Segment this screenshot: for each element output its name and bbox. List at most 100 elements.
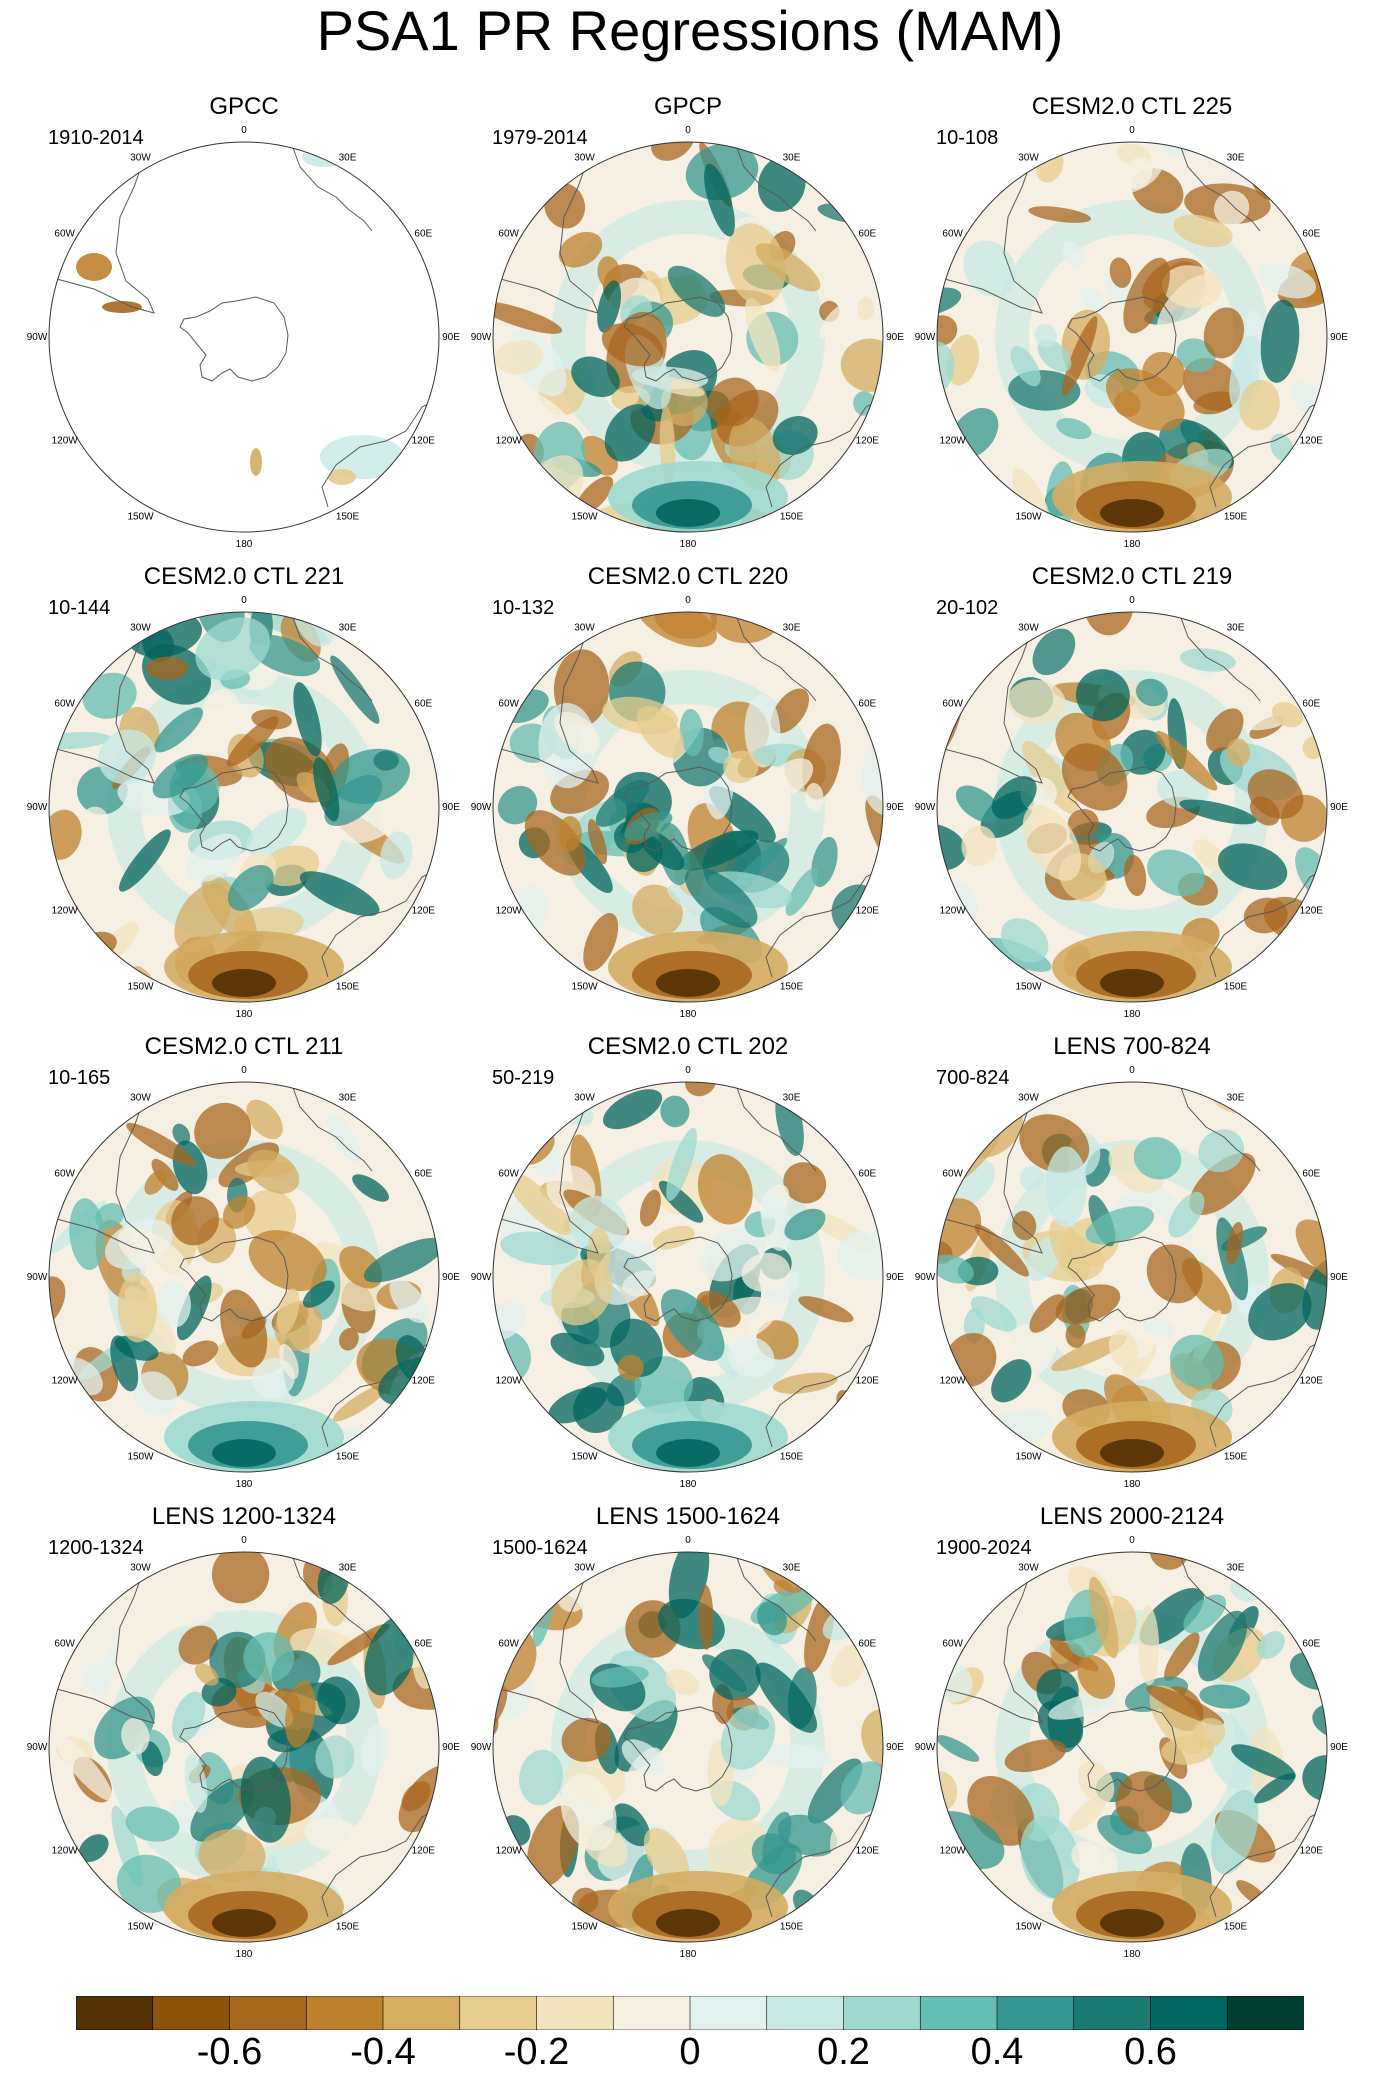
colorbar-swatch <box>843 1996 922 2030</box>
colorbar-swatch <box>536 1996 615 2030</box>
longitude-label: 90E <box>886 332 904 343</box>
map-panel: 0 30E 60E 90E 120E 150E 180 150W 120W 90W 60W 30W LE… <box>14 1502 474 1972</box>
longitude-label: 120E <box>1300 1376 1324 1387</box>
panel-period: 20-102 <box>936 597 999 619</box>
south-america-coastline <box>49 628 155 784</box>
precip-field <box>937 1082 1327 1472</box>
longitude-label: 120E <box>412 906 436 917</box>
longitude-label: 150W <box>1015 1921 1042 1932</box>
longitude-label: 30W <box>130 1563 151 1574</box>
australia-coastline <box>765 1810 879 1918</box>
map-border <box>936 1081 1328 1473</box>
longitude-label: 90W <box>27 1272 48 1283</box>
longitude-label: 0 <box>241 1535 247 1546</box>
precip-field <box>49 1082 439 1472</box>
longitude-label: 90E <box>886 1272 904 1283</box>
colorbar-tick-label: 0.6 <box>1124 2031 1177 2073</box>
longitude-label: 90E <box>442 332 460 343</box>
longitude-label: 150W <box>571 1921 598 1932</box>
map-panel: 0 30E 60E 90E 120E 150E 180 150W 120W 90W 60W 30W CE… <box>902 562 1362 1032</box>
panel-period: 50-219 <box>492 1067 555 1089</box>
polar-map: 0 30E 60E 90E 120E 150E 180 150W 120W 90W 60W 30W <box>27 1065 461 1490</box>
longitude-label: 60W <box>498 1169 519 1180</box>
panel-title: GPCP <box>653 93 722 120</box>
longitude-label: 30E <box>783 1563 801 1574</box>
longitude-label: 90E <box>1330 1272 1348 1283</box>
colorbar-tick-label: 0.2 <box>817 2031 870 2073</box>
map-panel: 0 30E 60E 90E 120E 150E 180 150W 120W 90W 60W 30W CE… <box>14 562 474 1032</box>
longitude-label: 120W <box>52 436 79 447</box>
longitude-label: 120W <box>940 1376 967 1387</box>
longitude-label: 90E <box>442 1742 460 1753</box>
map-panel: 0 30E 60E 90E 120E 150E 180 150W 120W 90W 60W 30W GP… <box>458 92 918 562</box>
colorbar-swatch <box>1073 1996 1152 2030</box>
longitude-label: 90W <box>915 332 936 343</box>
longitude-label: 60W <box>498 699 519 710</box>
south-america-coastline <box>49 158 155 314</box>
longitude-label: 0 <box>1129 1535 1135 1546</box>
longitude-label: 60W <box>498 1639 519 1650</box>
longitude-label: 90W <box>27 1742 48 1753</box>
colorbar-swatch <box>612 1996 691 2030</box>
panel-title: LENS 1200-1324 <box>151 1503 337 1530</box>
map-panel: 0 30E 60E 90E 120E 150E 180 150W 120W 90W 60W 30W CE… <box>458 1032 918 1502</box>
longitude-label: 30W <box>574 153 595 164</box>
panel-period: 1500-1624 <box>492 1537 588 1559</box>
longitude-label: 60E <box>858 699 876 710</box>
longitude-label: 90E <box>442 1272 460 1283</box>
polar-map: 0 30E 60E 90E 120E 150E 180 150W 120W 90W 60W 30W <box>471 1535 905 1960</box>
colorbar-tick-label: -0.2 <box>503 2031 570 2073</box>
longitude-label: 120E <box>412 1376 436 1387</box>
longitude-label: 30E <box>783 153 801 164</box>
longitude-label: 150E <box>780 1921 804 1932</box>
longitude-label: 60E <box>1302 1639 1320 1650</box>
panel-period: 1979-2014 <box>492 127 588 149</box>
longitude-label: 30E <box>1227 1093 1245 1104</box>
longitude-label: 30E <box>1227 1563 1245 1574</box>
australia-coastline <box>321 400 435 508</box>
panel-period: 1200-1324 <box>48 1537 144 1559</box>
longitude-label: 150E <box>336 511 360 522</box>
antarctica-coastline <box>623 1236 733 1322</box>
longitude-label: 180 <box>1124 539 1141 550</box>
panel-title: CESM2.0 CTL 211 <box>144 1033 344 1060</box>
longitude-label: 120W <box>496 1376 523 1387</box>
polar-map: 0 30E 60E 90E 120E 150E 180 150W 120W 90W 60W 30W <box>27 1535 461 1960</box>
longitude-label: 120W <box>496 1846 523 1857</box>
precip-field <box>49 1552 439 1942</box>
polar-map: 0 30E 60E 90E 120E 150E 180 150W 120W 90W 60W 30W <box>471 125 905 550</box>
longitude-label: 120W <box>52 1846 79 1857</box>
polar-map: 0 30E 60E 90E 120E 150E 180 150W 120W 90W 60W 30W <box>471 595 905 1020</box>
africa-coastline <box>1179 614 1261 702</box>
colorbar-swatch <box>76 1996 154 2030</box>
polar-map: 0 30E 60E 90E 120E 150E 180 150W 120W 90W 60W 30W <box>471 1065 905 1490</box>
longitude-label: 0 <box>241 595 247 606</box>
longitude-label: 30E <box>783 1093 801 1104</box>
antarctica-coastline <box>623 1706 733 1792</box>
longitude-label: 150W <box>1015 981 1042 992</box>
panel-title: CESM2.0 CTL 202 <box>587 1033 789 1060</box>
africa-coastline <box>735 144 817 232</box>
longitude-label: 60E <box>1302 699 1320 710</box>
longitude-label: 60W <box>498 229 519 240</box>
longitude-label: 150E <box>336 1451 360 1462</box>
longitude-label: 180 <box>1124 1009 1141 1020</box>
longitude-label: 30W <box>574 1093 595 1104</box>
map-border <box>492 611 884 1003</box>
longitude-label: 150E <box>336 981 360 992</box>
longitude-label: 150W <box>127 981 154 992</box>
longitude-label: 180 <box>680 539 697 550</box>
south-america-coastline <box>937 1568 1043 1724</box>
longitude-label: 60W <box>54 1169 75 1180</box>
longitude-label: 150E <box>1224 511 1248 522</box>
africa-coastline <box>291 144 373 232</box>
antarctica-coastline <box>179 296 289 382</box>
australia-coastline <box>765 400 879 508</box>
longitude-label: 90W <box>27 332 48 343</box>
panel-period: 1900-2024 <box>936 1537 1032 1559</box>
longitude-label: 90E <box>1330 332 1348 343</box>
panel-period: 1910-2014 <box>48 127 144 149</box>
australia-coastline <box>1209 1810 1323 1918</box>
precip-field <box>49 142 439 532</box>
longitude-label: 30W <box>130 1093 151 1104</box>
